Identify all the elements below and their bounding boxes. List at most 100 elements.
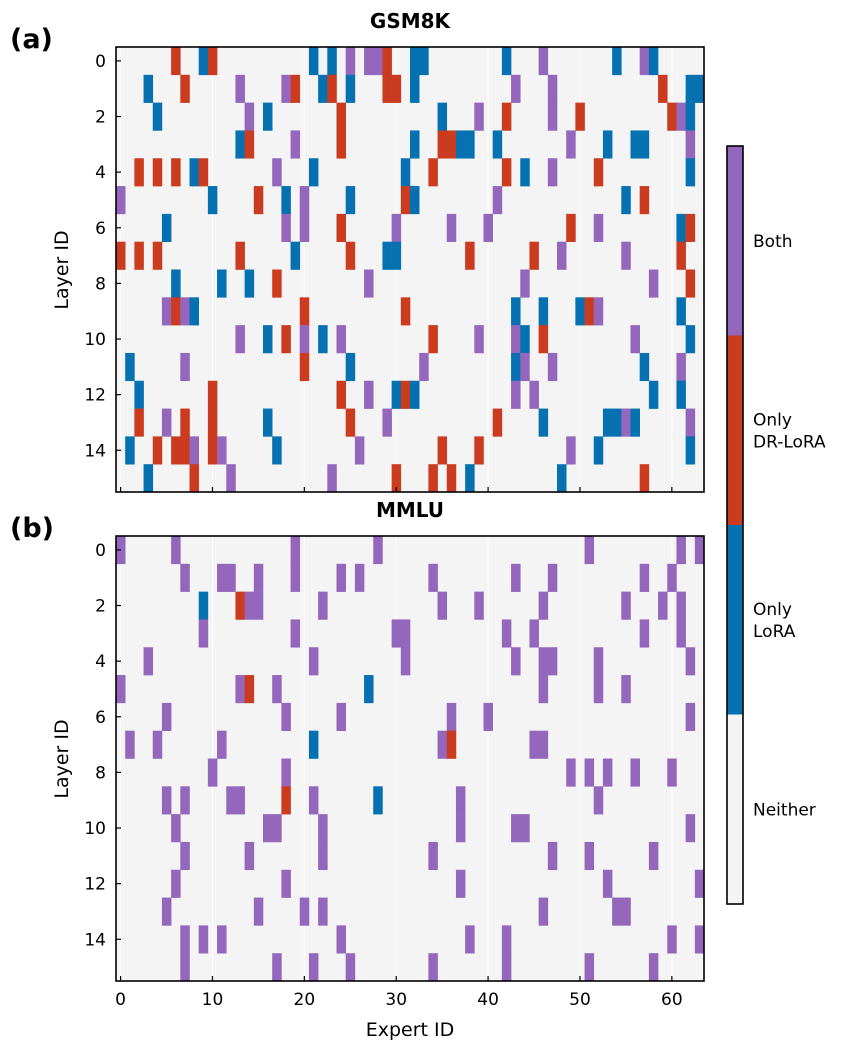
heatmap-cell [281,325,291,354]
heatmap-cell [299,897,310,926]
heatmap-cell [263,325,273,354]
heatmap-cell [308,647,319,676]
heatmap-cell [676,352,686,382]
heatmap-cell [630,325,640,354]
heatmap-cell [189,464,199,493]
heatmap-cell [345,241,356,270]
heatmap-cell [529,619,539,648]
heatmap-cell [547,563,558,592]
heatmap-cell [171,269,181,298]
colorbar-label: DR-LoRA [753,432,826,452]
heatmap-cell [345,186,356,215]
heatmap-cell [465,241,475,270]
heatmap-cell [511,74,521,103]
heatmap-cell [345,408,356,437]
heatmap-cell [171,536,181,565]
heatmap-cell [207,380,218,409]
heatmap-cell [621,591,631,620]
heatmap-cell [676,380,686,409]
heatmap-cell [336,702,346,731]
heatmap-cell [171,158,181,187]
heatmap-cell [235,241,245,270]
heatmap-cell [593,786,604,815]
heatmap-cell [511,563,521,592]
heatmap-cell [419,352,429,382]
heatmap-cell [557,464,567,493]
heatmap-cell [648,841,659,871]
heatmap-cell [437,102,448,131]
heatmap-cell [308,786,319,815]
heatmap-cell [474,102,484,131]
heatmap-cell [630,130,640,159]
heatmap-cell [511,647,521,676]
heatmap-cell [465,925,475,954]
heatmap-cell [299,186,310,215]
y-tick-label: 2 [95,108,106,128]
x-tick-label: 0 [115,990,126,1010]
heatmap-cell [272,953,282,982]
heatmap-cell [180,786,190,815]
heatmap-cell [566,758,576,787]
y-tick-label: 4 [95,652,106,672]
plot-frame [115,535,705,982]
heatmap-cell [612,47,622,76]
heatmap-cell [299,213,310,242]
heatmap-cell [474,591,484,620]
panel-b-label: (b) [10,513,54,544]
y-tick-label: 14 [84,930,106,950]
heatmap-cell [391,74,402,103]
heatmap-cell [318,814,328,843]
heatmap-cell [400,158,411,187]
heatmap-cell [492,408,503,437]
heatmap-cell [694,869,705,898]
heatmap-cell [198,619,209,648]
y-tick-label: 8 [95,274,106,294]
heatmap-cell [639,47,650,76]
heatmap-cell [410,130,420,159]
y-tick-label: 6 [95,219,106,239]
heatmap-cell [639,352,650,382]
heatmap-cell [685,213,696,242]
heatmap-cell [437,436,448,465]
heatmap-cell [621,408,631,437]
heatmap-cell [336,563,346,592]
heatmap-cell [244,591,255,620]
heatmap-cell [171,869,181,898]
heatmap-cell [198,591,209,620]
heatmap-cell [171,436,181,465]
heatmap-cell [584,536,595,565]
heatmap-cell [685,74,696,103]
heatmap-cell [593,297,604,326]
heatmap-cell [281,213,291,242]
heatmap-cell [235,675,245,704]
heatmap-cell [226,563,236,592]
y-tick-label: 4 [95,163,106,183]
heatmap-cell [639,464,650,493]
heatmap-cell [391,464,402,493]
heatmap-cell [437,591,448,620]
heatmap-cell [685,102,696,131]
heatmap-cell [593,675,604,704]
heatmap-cell [593,213,604,242]
colorbar-frame [726,145,744,905]
heatmap-cell [272,675,282,704]
heatmap-cell [272,436,282,465]
heatmap-cell [336,130,346,159]
heatmap-cell [428,563,438,592]
heatmap-cell [143,464,154,493]
heatmap-cell [685,158,696,187]
heatmap-cell [272,814,282,843]
colorbar-segment [727,335,743,526]
heatmap-cell [345,74,356,103]
heatmap-cell [400,297,411,326]
heatmap-cell [180,563,190,592]
heatmap-cell [667,925,677,954]
heatmap-cell [520,325,530,354]
heatmap-cell [391,213,402,242]
heatmap-cell [428,158,438,187]
heatmap-cell [263,102,273,131]
heatmap-cell [593,158,604,187]
panel-a-label: (a) [10,24,53,55]
